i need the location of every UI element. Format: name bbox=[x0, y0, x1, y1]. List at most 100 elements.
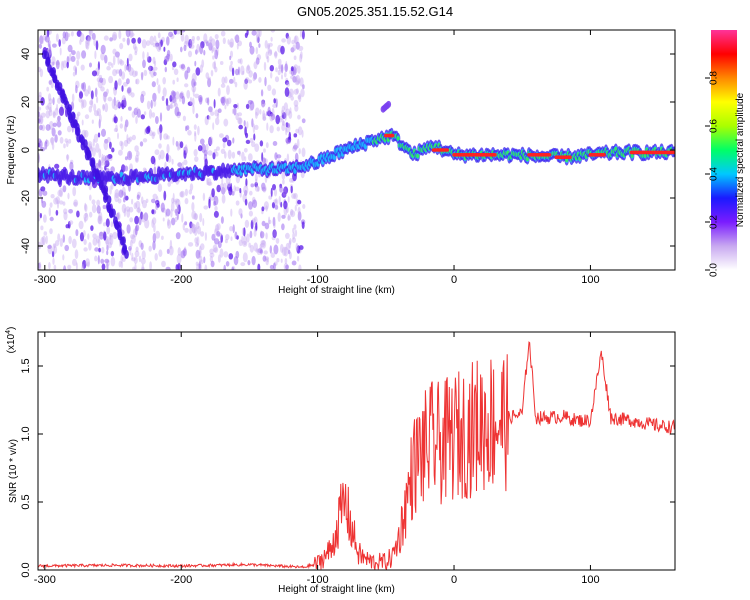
noise-speckle bbox=[182, 223, 185, 231]
noise-speckle bbox=[125, 30, 131, 38]
noise-speckle bbox=[151, 209, 155, 215]
noise-speckle bbox=[135, 246, 139, 253]
noise-speckle bbox=[100, 258, 105, 264]
noise-speckle bbox=[57, 97, 61, 104]
noise-speckle bbox=[112, 69, 118, 77]
noise-speckle bbox=[254, 124, 259, 130]
noise-speckle bbox=[206, 115, 210, 120]
noise-speckle bbox=[93, 133, 99, 143]
noise-speckle bbox=[68, 209, 73, 214]
noise-speckle bbox=[212, 152, 216, 160]
noise-speckle bbox=[169, 53, 173, 62]
noise-speckle bbox=[84, 202, 87, 211]
noise-speckle bbox=[117, 55, 120, 65]
noise-speckle bbox=[66, 154, 69, 162]
noise-speckle bbox=[194, 60, 197, 67]
noise-speckle bbox=[226, 85, 230, 96]
noise-speckle bbox=[118, 30, 122, 40]
noise-speckle bbox=[88, 30, 94, 37]
noise-speckle bbox=[180, 190, 185, 198]
noise-speckle bbox=[207, 78, 212, 88]
noise-speckle bbox=[286, 139, 291, 144]
noise-speckle bbox=[159, 130, 162, 141]
noise-speckle bbox=[47, 102, 52, 111]
isolated-blob bbox=[380, 100, 392, 113]
noise-speckle bbox=[301, 130, 304, 138]
noise-speckle bbox=[88, 242, 92, 251]
noise-speckle bbox=[290, 185, 293, 194]
noise-speckle bbox=[285, 242, 290, 251]
noise-speckle bbox=[38, 261, 42, 270]
noise-speckle bbox=[224, 151, 227, 159]
noise-speckle bbox=[286, 153, 290, 162]
noise-speckle bbox=[146, 51, 149, 61]
noise-speckle bbox=[136, 108, 141, 118]
noise-speckle bbox=[48, 93, 52, 102]
x-tick-label: 100 bbox=[581, 574, 599, 586]
noise-speckle bbox=[140, 196, 144, 204]
noise-speckle bbox=[217, 254, 221, 263]
noise-speckle bbox=[281, 171, 286, 180]
noise-speckle bbox=[78, 220, 84, 230]
noise-speckle bbox=[193, 213, 198, 220]
noise-speckle bbox=[165, 98, 169, 107]
noise-speckle bbox=[225, 234, 230, 241]
noise-speckle bbox=[98, 148, 102, 159]
noise-speckle bbox=[258, 77, 262, 83]
noise-speckle bbox=[285, 32, 289, 39]
colorbar-tick-label: 0.8 bbox=[709, 71, 720, 85]
noise-speckle bbox=[161, 235, 164, 240]
noise-speckle bbox=[135, 157, 138, 162]
noise-speckle bbox=[247, 260, 251, 266]
noise-speckle bbox=[262, 116, 267, 121]
noise-speckle bbox=[81, 119, 84, 126]
noise-speckle bbox=[293, 133, 298, 138]
noise-speckle bbox=[282, 187, 287, 197]
noise-speckle bbox=[214, 238, 220, 245]
trace-cell bbox=[70, 111, 76, 121]
noise-speckle bbox=[121, 85, 124, 92]
noise-speckle bbox=[96, 108, 102, 117]
noise-speckle bbox=[263, 201, 269, 210]
colorbar-tick-label: 0.0 bbox=[709, 263, 720, 277]
noise-speckle bbox=[65, 32, 71, 38]
noise-speckle bbox=[241, 235, 244, 244]
noise-speckle bbox=[232, 224, 235, 234]
noise-speckle bbox=[106, 65, 111, 71]
x-tick-label: -100 bbox=[307, 574, 329, 586]
noise-speckle bbox=[106, 136, 111, 143]
noise-speckle bbox=[284, 72, 287, 78]
noise-speckle bbox=[64, 244, 69, 252]
noise-speckle bbox=[269, 113, 274, 122]
trace-cell bbox=[95, 173, 101, 183]
noise-speckle bbox=[295, 74, 301, 85]
noise-speckle bbox=[93, 37, 96, 47]
trace-cell bbox=[565, 158, 569, 163]
trace-cell bbox=[396, 136, 400, 141]
noise-speckle bbox=[240, 65, 245, 76]
noise-speckle bbox=[267, 44, 271, 54]
noise-speckle bbox=[223, 264, 226, 270]
noise-speckle bbox=[96, 71, 99, 77]
noise-speckle bbox=[76, 113, 79, 121]
noise-speckle bbox=[70, 55, 76, 63]
noise-speckle bbox=[265, 142, 269, 149]
noise-speckle bbox=[203, 205, 209, 210]
noise-speckle bbox=[102, 103, 105, 110]
noise-speckle bbox=[152, 66, 158, 71]
noise-speckle bbox=[286, 206, 289, 213]
noise-speckle bbox=[208, 42, 213, 51]
noise-speckle bbox=[248, 210, 253, 217]
noise-speckle bbox=[205, 143, 209, 152]
noise-speckle bbox=[273, 221, 276, 229]
noise-speckle bbox=[128, 206, 134, 213]
noise-speckle bbox=[229, 38, 234, 48]
noise-speckle bbox=[171, 217, 176, 226]
noise-speckle bbox=[273, 230, 277, 238]
noise-speckle bbox=[38, 66, 42, 73]
noise-speckle bbox=[210, 111, 215, 116]
noise-speckle bbox=[244, 77, 250, 82]
noise-speckle bbox=[124, 156, 128, 161]
noise-speckle bbox=[177, 202, 180, 212]
noise-speckle bbox=[94, 87, 98, 98]
